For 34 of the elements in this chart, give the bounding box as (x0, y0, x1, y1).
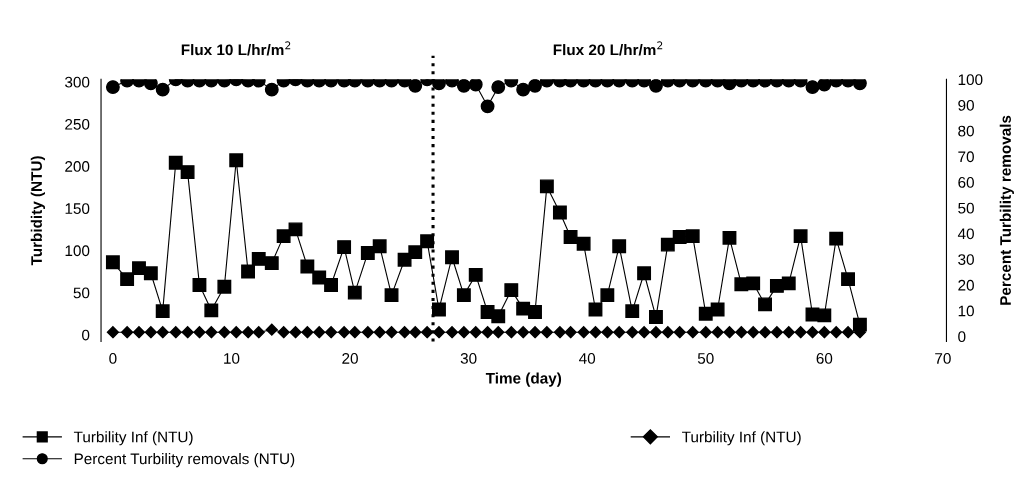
y-tick-label: 0 (82, 329, 90, 341)
x-tick-label: 30 (460, 353, 477, 364)
y2-tick-label: 70 (958, 151, 974, 163)
y-tick-label: 50 (73, 287, 90, 299)
y-tick-label: 300 (65, 76, 90, 88)
y2-tick-label: 0 (958, 331, 966, 343)
y-axis-title: Turbidity (NTU) (30, 156, 45, 266)
x-tick-label: 10 (224, 353, 240, 364)
x-tick-label: 50 (697, 353, 714, 364)
y2-tick-label: 50 (958, 202, 974, 214)
x-tick-label: 70 (935, 353, 951, 364)
text: Flux 10 L/hr/m$^{2}$ (181, 41, 291, 56)
y2-tick-label: 60 (958, 177, 974, 188)
legend-label: Turbility Inf (NTU) (73, 431, 193, 446)
y-tick-label: 100 (65, 245, 90, 257)
y-tick-label: 150 (65, 203, 90, 215)
y2-tick-label: 30 (958, 254, 974, 265)
x-tick-label: 20 (342, 353, 358, 364)
y-tick-label: 200 (65, 161, 90, 172)
y2-tick-label: 20 (958, 279, 974, 291)
x-tick-label: 60 (816, 353, 833, 364)
y2-tick-label: 80 (958, 125, 974, 137)
x-axis-title: Time (day) (485, 372, 562, 387)
legend-label: Turbility Inf (NTU) (682, 431, 801, 446)
y2-tick-label: 10 (958, 305, 974, 317)
y2-tick-label: 100 (958, 74, 983, 86)
y-tick-label: 250 (65, 118, 90, 130)
x-tick-label: 0 (109, 353, 117, 364)
legend-label: Percent Turbility removals (NTU) (74, 453, 295, 468)
x-tick-label: 40 (579, 353, 596, 364)
y2-axis-title: Percent Turbility removals (999, 115, 1014, 305)
y2-tick-label: 90 (958, 99, 974, 111)
y2-tick-label: 40 (957, 228, 974, 240)
text: Flux 20 L/hr/m$^{2}$ (553, 41, 663, 56)
